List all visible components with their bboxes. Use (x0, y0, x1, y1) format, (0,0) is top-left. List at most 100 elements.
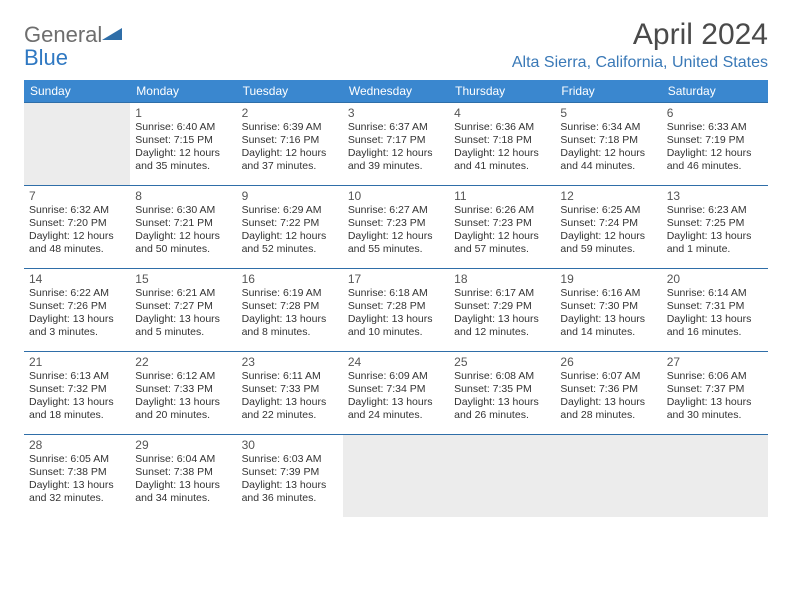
day-cell: 23Sunrise: 6:11 AMSunset: 7:33 PMDayligh… (237, 352, 343, 434)
day-number: 13 (667, 189, 763, 203)
day-sunrise: Sunrise: 6:33 AM (667, 121, 763, 134)
day-daylight1: Daylight: 13 hours (667, 313, 763, 326)
day-daylight2: and 18 minutes. (29, 409, 125, 422)
day-sunrise: Sunrise: 6:05 AM (29, 453, 125, 466)
day-sunset: Sunset: 7:28 PM (348, 300, 444, 313)
day-cell: 19Sunrise: 6:16 AMSunset: 7:30 PMDayligh… (555, 269, 661, 351)
day-sunrise: Sunrise: 6:18 AM (348, 287, 444, 300)
day-number: 27 (667, 355, 763, 369)
day-daylight2: and 50 minutes. (135, 243, 231, 256)
day-sunrise: Sunrise: 6:16 AM (560, 287, 656, 300)
day-sunrise: Sunrise: 6:21 AM (135, 287, 231, 300)
day-daylight1: Daylight: 12 hours (454, 230, 550, 243)
day-cell: 26Sunrise: 6:07 AMSunset: 7:36 PMDayligh… (555, 352, 661, 434)
day-cell: 30Sunrise: 6:03 AMSunset: 7:39 PMDayligh… (237, 435, 343, 517)
week-row: 28Sunrise: 6:05 AMSunset: 7:38 PMDayligh… (24, 434, 768, 517)
day-daylight1: Daylight: 12 hours (242, 147, 338, 160)
logo-word2: Blue (24, 45, 68, 70)
dow-cell: Wednesday (343, 80, 449, 102)
day-number: 5 (560, 106, 656, 120)
day-daylight2: and 39 minutes. (348, 160, 444, 173)
day-daylight1: Daylight: 12 hours (242, 230, 338, 243)
day-daylight2: and 57 minutes. (454, 243, 550, 256)
day-number: 29 (135, 438, 231, 452)
day-sunset: Sunset: 7:19 PM (667, 134, 763, 147)
day-number: 20 (667, 272, 763, 286)
day-daylight2: and 59 minutes. (560, 243, 656, 256)
day-number: 6 (667, 106, 763, 120)
day-daylight1: Daylight: 13 hours (348, 313, 444, 326)
day-sunrise: Sunrise: 6:12 AM (135, 370, 231, 383)
day-number: 1 (135, 106, 231, 120)
day-sunrise: Sunrise: 6:03 AM (242, 453, 338, 466)
dow-cell: Saturday (662, 80, 768, 102)
day-daylight2: and 26 minutes. (454, 409, 550, 422)
day-daylight2: and 41 minutes. (454, 160, 550, 173)
day-daylight2: and 36 minutes. (242, 492, 338, 505)
day-cell: 6Sunrise: 6:33 AMSunset: 7:19 PMDaylight… (662, 103, 768, 185)
day-sunset: Sunset: 7:38 PM (135, 466, 231, 479)
day-sunrise: Sunrise: 6:09 AM (348, 370, 444, 383)
day-number: 24 (348, 355, 444, 369)
day-sunrise: Sunrise: 6:22 AM (29, 287, 125, 300)
day-daylight2: and 16 minutes. (667, 326, 763, 339)
logo-triangle-icon (102, 24, 122, 45)
day-number: 4 (454, 106, 550, 120)
day-daylight2: and 35 minutes. (135, 160, 231, 173)
day-cell: 27Sunrise: 6:06 AMSunset: 7:37 PMDayligh… (662, 352, 768, 434)
week-row: 1Sunrise: 6:40 AMSunset: 7:15 PMDaylight… (24, 102, 768, 185)
day-sunset: Sunset: 7:29 PM (454, 300, 550, 313)
calendar: SundayMondayTuesdayWednesdayThursdayFrid… (24, 80, 768, 517)
day-daylight1: Daylight: 12 hours (667, 147, 763, 160)
day-number: 7 (29, 189, 125, 203)
day-daylight2: and 34 minutes. (135, 492, 231, 505)
dow-cell: Sunday (24, 80, 130, 102)
day-sunset: Sunset: 7:34 PM (348, 383, 444, 396)
day-cell: 12Sunrise: 6:25 AMSunset: 7:24 PMDayligh… (555, 186, 661, 268)
day-cell: 16Sunrise: 6:19 AMSunset: 7:28 PMDayligh… (237, 269, 343, 351)
day-daylight2: and 3 minutes. (29, 326, 125, 339)
day-sunrise: Sunrise: 6:36 AM (454, 121, 550, 134)
day-daylight1: Daylight: 12 hours (135, 230, 231, 243)
day-daylight2: and 30 minutes. (667, 409, 763, 422)
day-cell: 24Sunrise: 6:09 AMSunset: 7:34 PMDayligh… (343, 352, 449, 434)
day-cell: 18Sunrise: 6:17 AMSunset: 7:29 PMDayligh… (449, 269, 555, 351)
day-daylight1: Daylight: 13 hours (454, 396, 550, 409)
day-number: 19 (560, 272, 656, 286)
day-sunrise: Sunrise: 6:07 AM (560, 370, 656, 383)
day-sunrise: Sunrise: 6:27 AM (348, 204, 444, 217)
day-cell: 15Sunrise: 6:21 AMSunset: 7:27 PMDayligh… (130, 269, 236, 351)
day-sunrise: Sunrise: 6:40 AM (135, 121, 231, 134)
day-sunset: Sunset: 7:24 PM (560, 217, 656, 230)
day-sunset: Sunset: 7:33 PM (135, 383, 231, 396)
day-sunset: Sunset: 7:27 PM (135, 300, 231, 313)
day-sunset: Sunset: 7:16 PM (242, 134, 338, 147)
day-sunset: Sunset: 7:32 PM (29, 383, 125, 396)
day-sunset: Sunset: 7:23 PM (454, 217, 550, 230)
day-daylight2: and 48 minutes. (29, 243, 125, 256)
day-daylight1: Daylight: 12 hours (348, 230, 444, 243)
day-sunrise: Sunrise: 6:19 AM (242, 287, 338, 300)
day-cell (662, 435, 768, 517)
day-cell: 2Sunrise: 6:39 AMSunset: 7:16 PMDaylight… (237, 103, 343, 185)
day-sunrise: Sunrise: 6:04 AM (135, 453, 231, 466)
day-number: 8 (135, 189, 231, 203)
day-number: 15 (135, 272, 231, 286)
day-cell (555, 435, 661, 517)
day-sunrise: Sunrise: 6:34 AM (560, 121, 656, 134)
day-cell: 11Sunrise: 6:26 AMSunset: 7:23 PMDayligh… (449, 186, 555, 268)
day-cell (24, 103, 130, 185)
week-row: 7Sunrise: 6:32 AMSunset: 7:20 PMDaylight… (24, 185, 768, 268)
day-cell: 3Sunrise: 6:37 AMSunset: 7:17 PMDaylight… (343, 103, 449, 185)
day-daylight1: Daylight: 12 hours (560, 230, 656, 243)
day-daylight2: and 5 minutes. (135, 326, 231, 339)
day-daylight2: and 8 minutes. (242, 326, 338, 339)
logo-text-block: General Blue (24, 24, 122, 70)
day-sunset: Sunset: 7:36 PM (560, 383, 656, 396)
day-sunset: Sunset: 7:30 PM (560, 300, 656, 313)
week-row: 14Sunrise: 6:22 AMSunset: 7:26 PMDayligh… (24, 268, 768, 351)
day-sunset: Sunset: 7:37 PM (667, 383, 763, 396)
day-daylight2: and 22 minutes. (242, 409, 338, 422)
day-number: 2 (242, 106, 338, 120)
day-cell: 5Sunrise: 6:34 AMSunset: 7:18 PMDaylight… (555, 103, 661, 185)
